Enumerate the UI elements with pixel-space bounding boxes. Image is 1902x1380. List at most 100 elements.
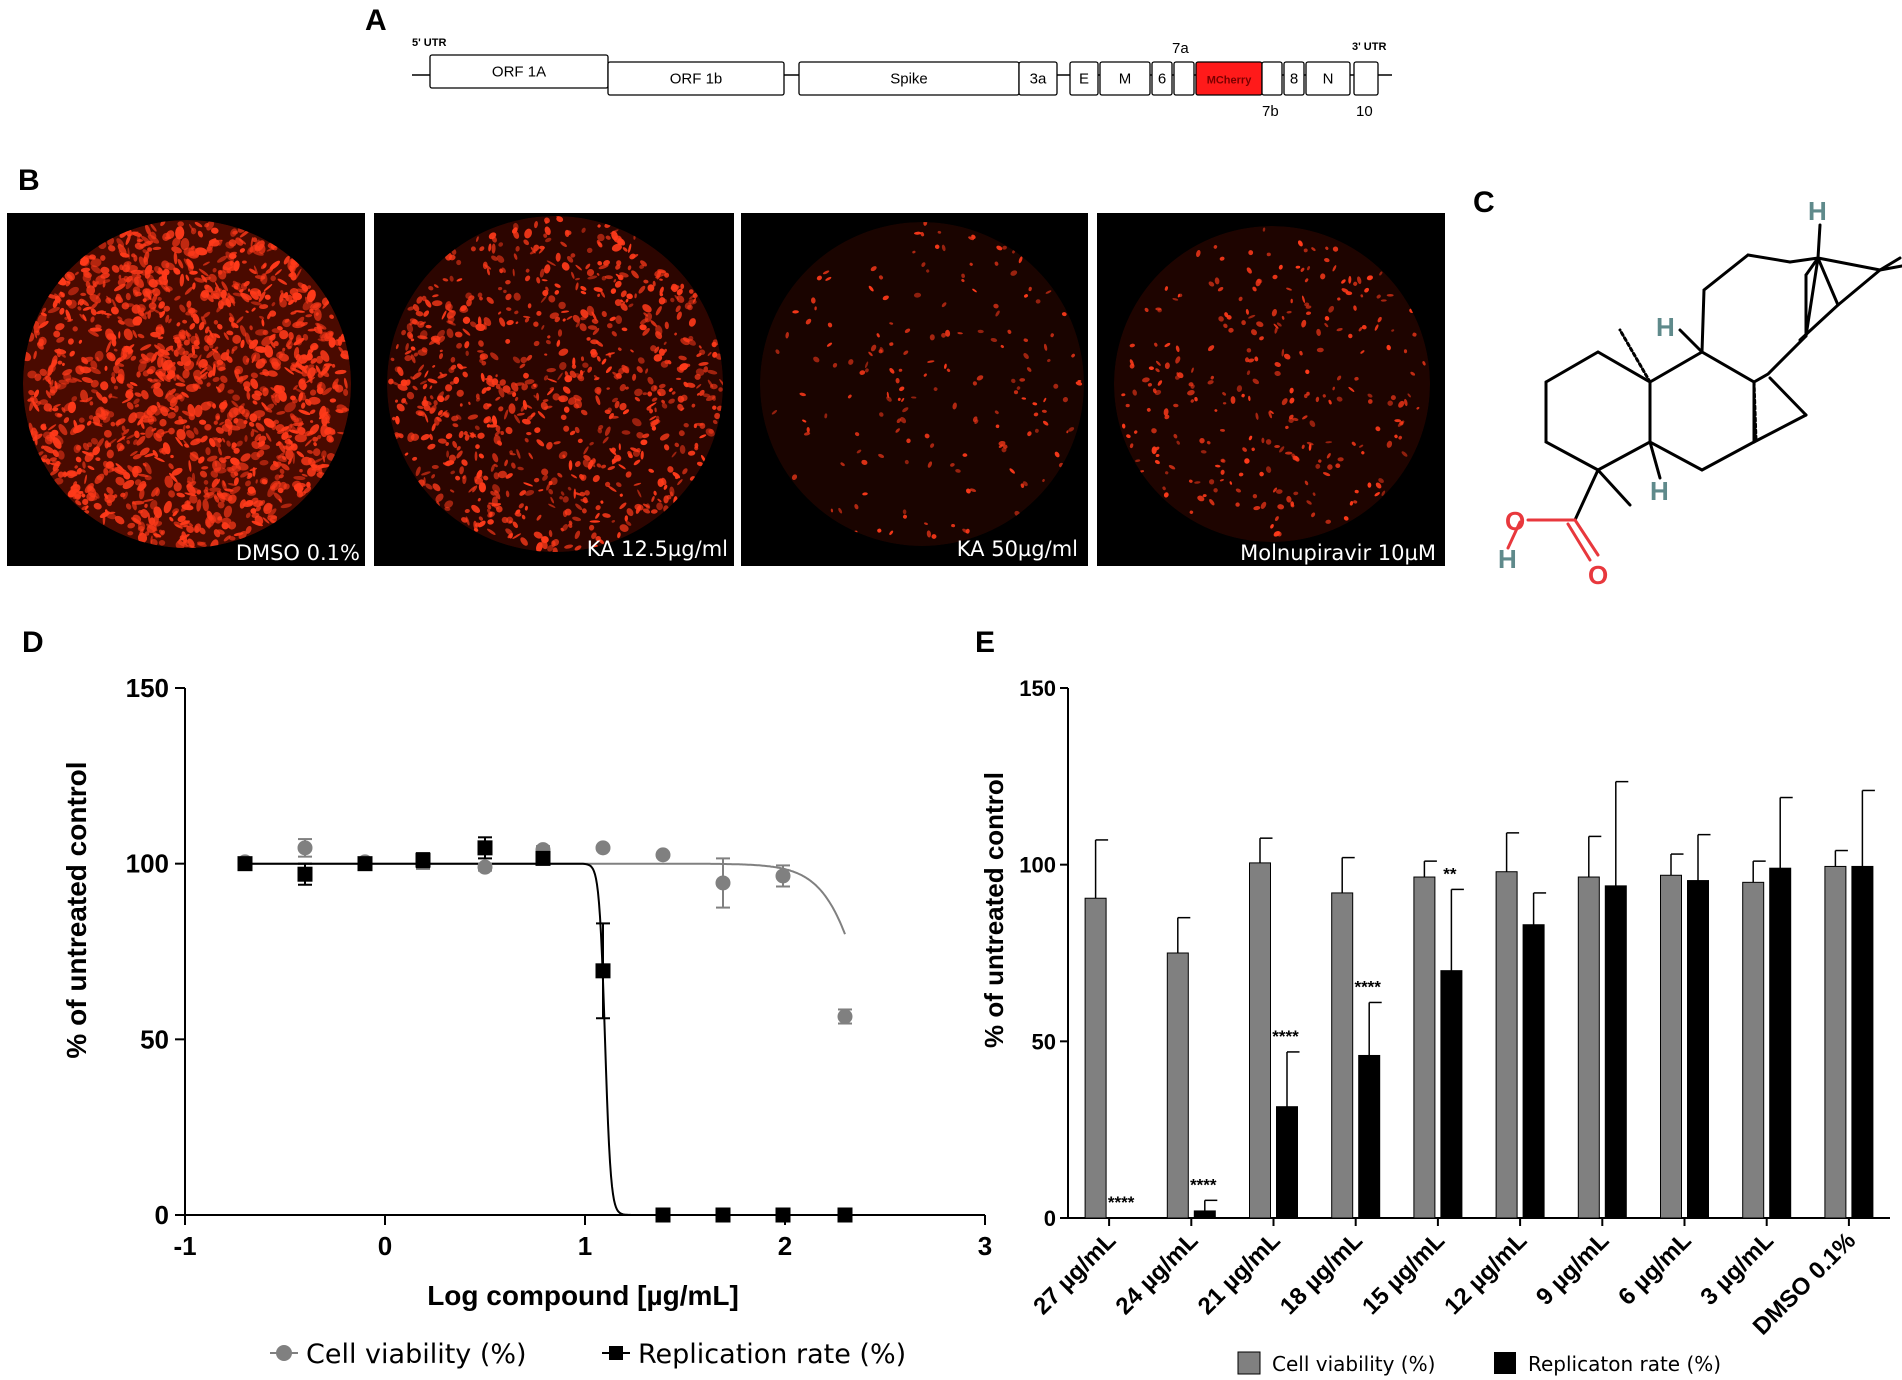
fluorescent-cell — [262, 517, 270, 524]
carboxyl-bond — [1573, 468, 1600, 522]
fluorescent-cell — [404, 350, 412, 355]
fluorescent-cell — [517, 466, 524, 471]
category-label: 15 µg/mL — [1357, 1227, 1450, 1320]
fluorescent-cell — [144, 531, 150, 536]
fluorescent-cell — [470, 321, 477, 328]
fluorescent-cell — [432, 365, 436, 368]
fluorescent-cell — [696, 392, 700, 396]
fluorescent-cell — [523, 239, 530, 246]
fluorescent-cell — [1274, 370, 1281, 377]
fluorescent-cell — [191, 346, 196, 356]
fluorescent-cell — [462, 474, 467, 485]
fluorescent-cell — [1241, 320, 1246, 326]
fluorescent-cell — [530, 246, 536, 254]
fluorescent-cell — [878, 453, 885, 458]
fluorescent-cell — [647, 284, 655, 292]
fluorescent-cell — [63, 472, 69, 476]
fluorescent-cell — [133, 398, 140, 405]
fluorescent-cell — [824, 413, 828, 419]
fluorescent-cell — [1244, 357, 1250, 363]
fluorescent-cell — [139, 311, 147, 320]
fluorescent-cell — [251, 428, 259, 433]
fluorescent-cell — [568, 397, 577, 405]
legend-marker-viability — [276, 1345, 292, 1361]
fluorescent-cell — [494, 430, 501, 436]
fluorescent-cell — [127, 465, 137, 474]
fluorescent-cell — [655, 331, 663, 340]
fluorescent-cell — [569, 430, 576, 436]
fluorescent-cell — [561, 262, 570, 271]
fluorescent-cell — [1121, 423, 1126, 429]
fluorescent-cell — [75, 456, 82, 463]
fluorescent-cell — [144, 452, 156, 458]
fit-curve — [245, 862, 846, 935]
fluorescent-cell — [505, 338, 511, 344]
fluorescent-cell — [59, 307, 65, 315]
fluorescent-cell — [1176, 440, 1180, 445]
fluorescent-cell — [225, 251, 234, 262]
fluorescent-cell — [103, 468, 109, 476]
fluorescent-cell — [82, 273, 92, 283]
fluorescent-cell — [1016, 386, 1021, 390]
methylene-bond — [1878, 264, 1902, 272]
x-tick-label: 1 — [578, 1231, 592, 1261]
fluorescent-cell — [684, 302, 692, 310]
fluorescent-cell — [961, 278, 965, 283]
fluorescent-cell — [1337, 457, 1344, 462]
fluorescent-cell — [621, 327, 628, 332]
fluorescent-cell — [210, 290, 222, 300]
fluorescent-cell — [284, 318, 290, 323]
fluorescent-cell — [642, 392, 648, 396]
fluorescent-cell — [392, 416, 396, 421]
fluorescent-cell — [491, 255, 498, 261]
fluorescent-cell — [602, 513, 611, 518]
fluorescent-cell — [486, 380, 495, 388]
fluorescent-cell — [934, 244, 940, 250]
fluorescent-cell — [420, 434, 430, 441]
fluorescent-cell — [313, 442, 317, 447]
fluorescent-cell — [340, 353, 350, 360]
fluorescent-cell — [472, 485, 478, 493]
fluorescent-cell — [465, 516, 470, 526]
fluorescent-cell — [37, 313, 47, 325]
fluorescent-cell — [583, 446, 589, 455]
fluorescent-cell — [57, 471, 64, 478]
fluorescent-cell — [572, 314, 581, 323]
fluorescent-cell — [71, 377, 83, 383]
fluorescent-cell — [495, 396, 501, 401]
fluorescent-cell — [536, 439, 545, 447]
fluorescent-cell — [54, 348, 67, 355]
fluorescent-cell — [1164, 342, 1171, 348]
fluorescent-cell — [929, 334, 935, 341]
fluorescent-cell — [1075, 381, 1083, 386]
fluorescent-cell — [969, 262, 973, 266]
fluorescent-cell — [110, 376, 117, 384]
fluorescent-cell — [185, 274, 190, 281]
fluorescent-cell — [848, 359, 854, 365]
fluorescent-cell — [417, 405, 424, 409]
fluorescent-cell — [1274, 444, 1280, 449]
fluorescent-cell — [600, 500, 604, 504]
carboxyl-bond — [1573, 518, 1600, 557]
fluorescent-cell — [822, 270, 830, 275]
fluorescent-cell — [212, 351, 222, 362]
fluorescent-cell — [253, 265, 258, 275]
fluorescent-cell — [506, 307, 512, 311]
fluorescent-cell — [993, 303, 999, 309]
fluorescent-cell — [331, 378, 339, 389]
fluorescent-cell — [771, 410, 778, 415]
fluorescent-cell — [856, 449, 862, 454]
fluorescent-cell — [588, 524, 595, 531]
fluorescent-cell — [657, 478, 664, 487]
fluorescent-cell — [74, 271, 79, 276]
fluorescent-cell — [271, 302, 276, 307]
fluorescent-cell — [176, 428, 186, 441]
fluorescent-cell — [116, 419, 121, 427]
fluorescent-cell — [718, 387, 723, 392]
fluorescent-cell — [658, 383, 666, 389]
fluorescent-cell — [1026, 367, 1032, 372]
fluorescent-cell — [546, 367, 556, 373]
fluorescent-cell — [136, 371, 141, 378]
fluorescent-cell — [163, 305, 171, 312]
fluorescent-cell — [91, 389, 99, 394]
